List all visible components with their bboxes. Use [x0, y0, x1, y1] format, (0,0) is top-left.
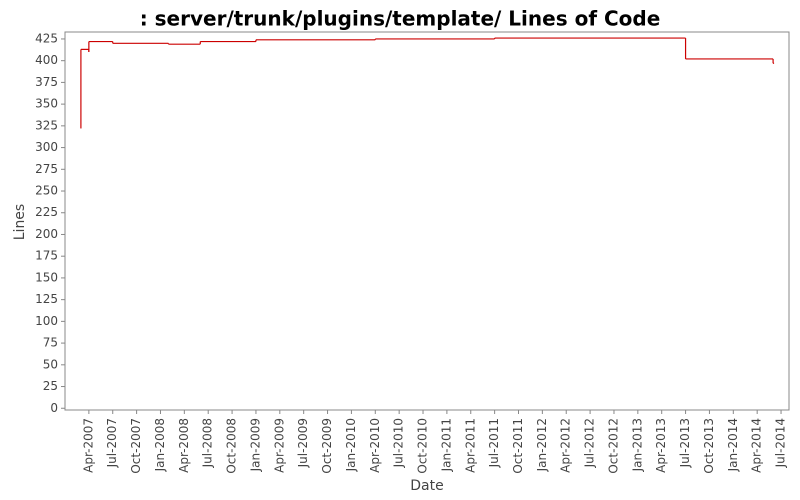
x-tick-label: Jan-2010 [344, 418, 358, 472]
x-tick-label: Jan-2014 [726, 418, 740, 472]
y-tick-label: 250 [35, 184, 58, 198]
x-tick-label: Jul-2010 [392, 418, 406, 468]
y-tick-label: 200 [35, 227, 58, 241]
x-tick-label: Oct-2009 [320, 418, 334, 474]
y-tick-label: 175 [35, 249, 58, 263]
x-tick-label: Jan-2009 [248, 418, 262, 472]
y-tick-label: 100 [35, 314, 58, 328]
x-tick-label: Oct-2008 [225, 418, 239, 474]
y-tick-label: 150 [35, 270, 58, 284]
x-tick-label: Apr-2011 [463, 418, 477, 473]
y-tick-label: 350 [35, 97, 58, 111]
x-tick-label: Oct-2007 [129, 418, 143, 474]
x-tick-label: Apr-2007 [81, 418, 95, 473]
x-tick-label: Oct-2011 [511, 418, 525, 474]
x-tick-label: Jul-2014 [774, 418, 788, 468]
x-tick-label: Jan-2008 [153, 418, 167, 472]
y-tick-label: 425 [35, 31, 58, 45]
y-tick-label: 375 [35, 75, 58, 89]
y-axis-label: Lines [12, 204, 28, 240]
x-tick-label: Jul-2007 [105, 418, 119, 468]
y-tick-label: 300 [35, 140, 58, 154]
x-tick-label: Jul-2012 [583, 418, 597, 468]
x-tick-label: Apr-2012 [559, 418, 573, 473]
x-tick-label: Jul-2008 [201, 418, 215, 468]
x-tick-label: Jul-2013 [678, 418, 692, 468]
y-tick-label: 400 [35, 53, 58, 67]
y-tick-label: 0 [50, 401, 58, 415]
x-tick-label: Apr-2010 [368, 418, 382, 473]
x-tick-label: Oct-2013 [702, 418, 716, 474]
plot-frame [64, 31, 790, 411]
x-tick-label: Jul-2011 [487, 418, 501, 468]
x-tick-label: Jan-2013 [630, 418, 644, 472]
x-tick-label: Apr-2008 [177, 418, 191, 473]
y-tick-label: 125 [35, 292, 58, 306]
y-tick-label: 25 [43, 379, 58, 393]
y-tick-label: 50 [43, 357, 58, 371]
x-tick-label: Apr-2013 [654, 418, 668, 473]
x-axis-label: Date [410, 478, 443, 494]
x-tick-label: Apr-2014 [750, 418, 764, 473]
y-tick-label: 75 [43, 336, 58, 350]
x-tick-label: Jan-2012 [535, 418, 549, 472]
x-tick-label: Oct-2010 [416, 418, 430, 474]
y-tick-label: 275 [35, 162, 58, 176]
x-tick-label: Jan-2011 [439, 418, 453, 472]
x-tick-label: Jul-2009 [296, 418, 310, 468]
y-tick-label: 225 [35, 205, 58, 219]
x-tick-label: Apr-2009 [272, 418, 286, 473]
x-tick-label: Oct-2012 [606, 418, 620, 474]
chart-title: : server/trunk/plugins/template/ Lines o… [140, 7, 661, 31]
y-tick-label: 325 [35, 118, 58, 132]
